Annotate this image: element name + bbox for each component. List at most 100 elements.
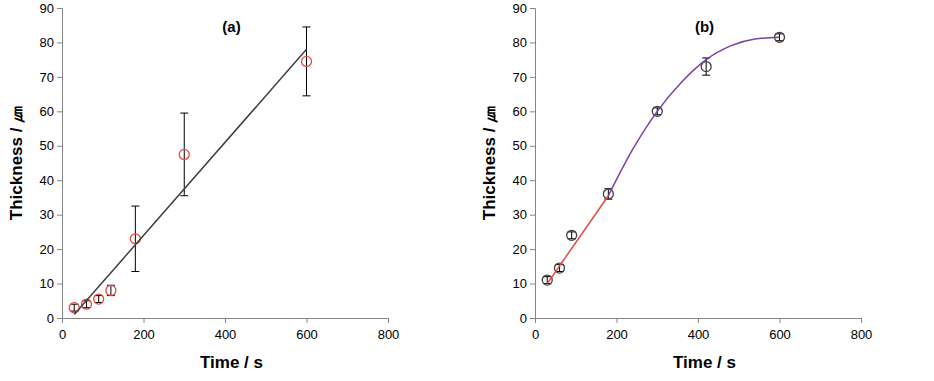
- y-tick-label: 10: [513, 276, 527, 291]
- y-tick: 70: [40, 70, 62, 85]
- y-tick-mark: [530, 8, 535, 9]
- y-tick-mark: [57, 215, 62, 216]
- x-tick: 400: [688, 318, 710, 342]
- x-tick-mark: [617, 318, 618, 323]
- y-axis-line: [530, 9, 536, 319]
- y-tick: 70: [513, 70, 535, 85]
- x-tick: 400: [215, 318, 237, 342]
- y-tick: 90: [513, 1, 535, 16]
- y-tick-label: 60: [513, 104, 527, 119]
- x-tick-mark: [780, 318, 781, 323]
- error-bar-cap: [702, 75, 710, 76]
- y-tick: 60: [40, 104, 62, 119]
- x-tick-label: 800: [851, 327, 873, 342]
- error-bar-stem: [184, 113, 185, 196]
- data-point: [94, 294, 104, 304]
- y-tick-mark: [57, 42, 62, 43]
- y-tick: 50: [40, 138, 62, 153]
- x-axis: 0 200 400 600 800: [532, 318, 872, 342]
- x-axis: 0200400600800: [59, 318, 399, 342]
- y-tick-label: 70: [40, 70, 54, 85]
- y-tick-mark: [57, 111, 62, 112]
- y-tick: 90: [40, 1, 62, 16]
- y-tick-mark: [530, 180, 535, 181]
- x-tick-mark: [388, 318, 389, 323]
- error-bar-cap: [303, 95, 311, 96]
- y-tick-mark: [530, 77, 535, 78]
- y-tick-mark: [57, 284, 62, 285]
- error-bar: [303, 27, 311, 96]
- x-axis-line: [63, 319, 389, 324]
- x-tick-mark: [861, 318, 862, 323]
- y-tick-mark: [57, 180, 62, 181]
- x-tick: 200: [606, 318, 628, 342]
- y-axis-line: [57, 9, 63, 319]
- y-tick-label: 0: [47, 311, 54, 326]
- y-tick-label: 30: [513, 207, 527, 222]
- y-tick: 20: [513, 242, 535, 257]
- y-tick-mark: [57, 77, 62, 78]
- y-tick-label: 80: [513, 35, 527, 50]
- y-axis-title: Thickness / ㎛: [7, 106, 26, 220]
- x-axis-title: Time / s: [200, 353, 263, 372]
- y-tick-label: 40: [513, 173, 527, 188]
- panel: 02004006008000102030405060708090(a)Time …: [7, 1, 399, 372]
- error-bar-cap: [131, 206, 139, 207]
- y-tick-mark: [57, 318, 62, 319]
- error-bar-cap: [303, 26, 311, 27]
- y-tick-mark: [57, 146, 62, 147]
- x-tick-label: 400: [688, 327, 710, 342]
- error-bars: [70, 27, 310, 311]
- x-tick: 200: [133, 318, 155, 342]
- y-tick: 50: [513, 138, 535, 153]
- x-tick: 600: [769, 318, 791, 342]
- fit-line: [74, 49, 306, 314]
- y-tick-label: 30: [40, 207, 54, 222]
- y-tick-mark: [530, 284, 535, 285]
- y-tick-label: 70: [513, 70, 527, 85]
- x-tick-mark: [307, 318, 308, 323]
- y-tick-mark: [530, 42, 535, 43]
- error-bar: [107, 285, 115, 295]
- y-tick: 60: [513, 104, 535, 119]
- x-tick-label: 800: [378, 327, 400, 342]
- error-bars: [543, 34, 783, 284]
- y-tick-label: 50: [513, 138, 527, 153]
- y-tick: 80: [513, 35, 535, 50]
- x-tick: 800: [378, 318, 400, 342]
- y-tick-label: 40: [40, 173, 54, 188]
- plot-area: [542, 32, 784, 285]
- x-tick-label: 0: [59, 327, 66, 342]
- chart-title: (b): [695, 18, 714, 35]
- y-tick: 40: [40, 173, 62, 188]
- error-bar-stem: [571, 232, 572, 239]
- error-bar-stem: [306, 27, 307, 96]
- y-tick-label: 50: [40, 138, 54, 153]
- data-point: [106, 285, 116, 295]
- fit-line: [608, 37, 779, 195]
- data-point: [130, 234, 140, 244]
- error-bar-stem: [135, 206, 136, 271]
- error-bar-cap: [180, 113, 188, 114]
- x-tick: 0: [59, 318, 66, 342]
- y-axis-title: Thickness / ㎛: [480, 106, 499, 220]
- points: [69, 56, 311, 312]
- y-tick: 20: [40, 242, 62, 257]
- data-point: [542, 275, 552, 285]
- error-bar-cap: [180, 195, 188, 196]
- y-tick-mark: [57, 249, 62, 250]
- x-axis-title: Time / s: [673, 353, 736, 372]
- y-tick: 40: [513, 173, 535, 188]
- figure: 02004006008000102030405060708090(a)Time …: [0, 0, 934, 381]
- y-tick-mark: [530, 111, 535, 112]
- plot-area: [69, 27, 311, 315]
- y-tick-label: 60: [40, 104, 54, 119]
- x-tick-label: 0: [532, 327, 539, 342]
- x-tick-label: 200: [133, 327, 155, 342]
- x-tick-mark: [698, 318, 699, 323]
- y-tick: 30: [40, 207, 62, 222]
- error-bar-stem: [74, 304, 75, 311]
- x-tick-mark: [144, 318, 145, 323]
- data-point: [603, 189, 613, 199]
- y-tick-label: 90: [40, 1, 54, 16]
